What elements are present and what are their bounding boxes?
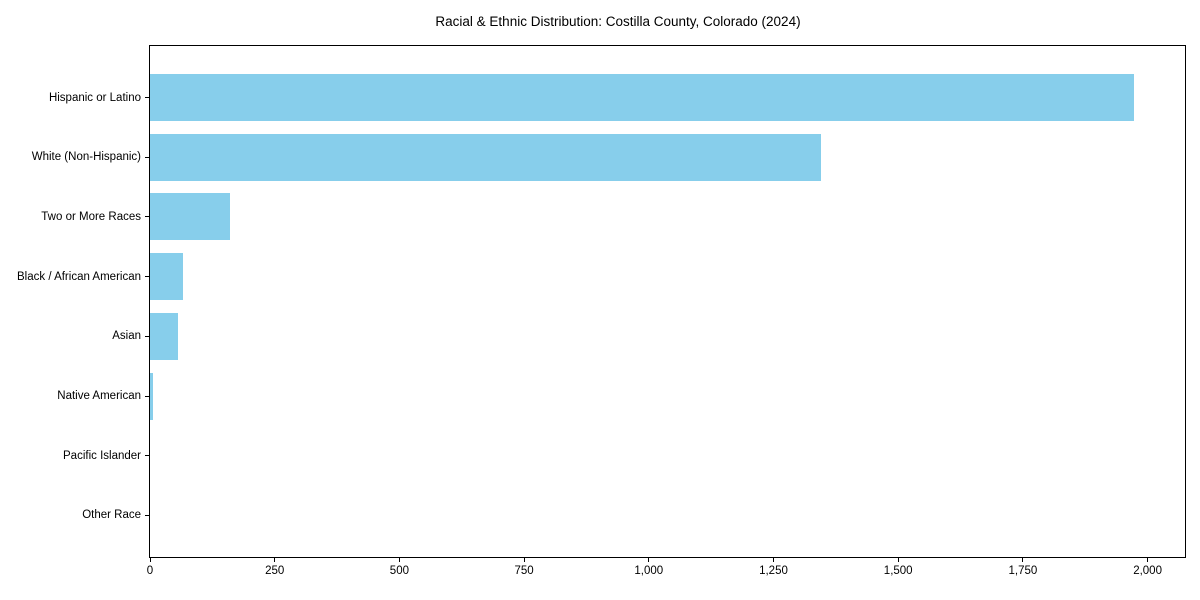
x-axis-tick xyxy=(398,557,400,562)
x-tick-label: 1,500 xyxy=(883,565,913,577)
category-label: Pacific Islander xyxy=(63,449,141,462)
x-axis-tick xyxy=(648,557,650,562)
y-axis-tick xyxy=(145,156,150,158)
x-tick-label: 0 xyxy=(146,565,154,577)
x-tick-label: 1,000 xyxy=(634,565,664,577)
y-axis-tick xyxy=(145,455,150,457)
x-axis-tick xyxy=(772,557,774,562)
y-axis-tick xyxy=(145,335,150,337)
bar xyxy=(150,312,178,360)
x-axis-tick xyxy=(274,557,276,562)
plot-area: Hispanic or Latino White (Non-Hispanic) Tw… xyxy=(17,45,1186,577)
y-axis-tick xyxy=(145,395,150,397)
bar xyxy=(150,372,153,420)
bar xyxy=(150,193,231,241)
y-axis-tick xyxy=(145,97,150,98)
x-axis-tick xyxy=(1022,557,1024,562)
x-axis-tick xyxy=(149,557,151,562)
chart-title: Racial & Ethnic Distribution: Costilla C… xyxy=(435,14,801,29)
x-tick-label: 1,750 xyxy=(1008,565,1038,577)
x-tick-label: 250 xyxy=(265,565,285,577)
x-tick-label: 2,000 xyxy=(1133,565,1162,577)
category-label: Two or More Races xyxy=(41,210,141,223)
category-label: Native American xyxy=(57,390,141,402)
x-tick-label: 750 xyxy=(514,565,534,577)
x-tick-label: 1,250 xyxy=(759,565,788,577)
bar xyxy=(150,253,183,301)
category-label: White (Non-Hispanic) xyxy=(31,151,141,164)
y-axis-tick xyxy=(145,216,150,218)
category-label: Hispanic or Latino xyxy=(48,91,141,104)
y-axis-tick xyxy=(145,276,150,278)
x-tick-label: 500 xyxy=(389,565,409,577)
y-axis-tick xyxy=(145,514,150,516)
category-label: Other Race xyxy=(82,509,141,522)
x-axis-tick xyxy=(897,557,899,562)
x-axis-tick xyxy=(1147,557,1149,562)
bar xyxy=(150,133,821,181)
category-label: Asian xyxy=(112,330,141,343)
category-label: Black / African American xyxy=(17,270,141,283)
x-axis-tick xyxy=(523,557,525,562)
bar xyxy=(150,74,1134,121)
